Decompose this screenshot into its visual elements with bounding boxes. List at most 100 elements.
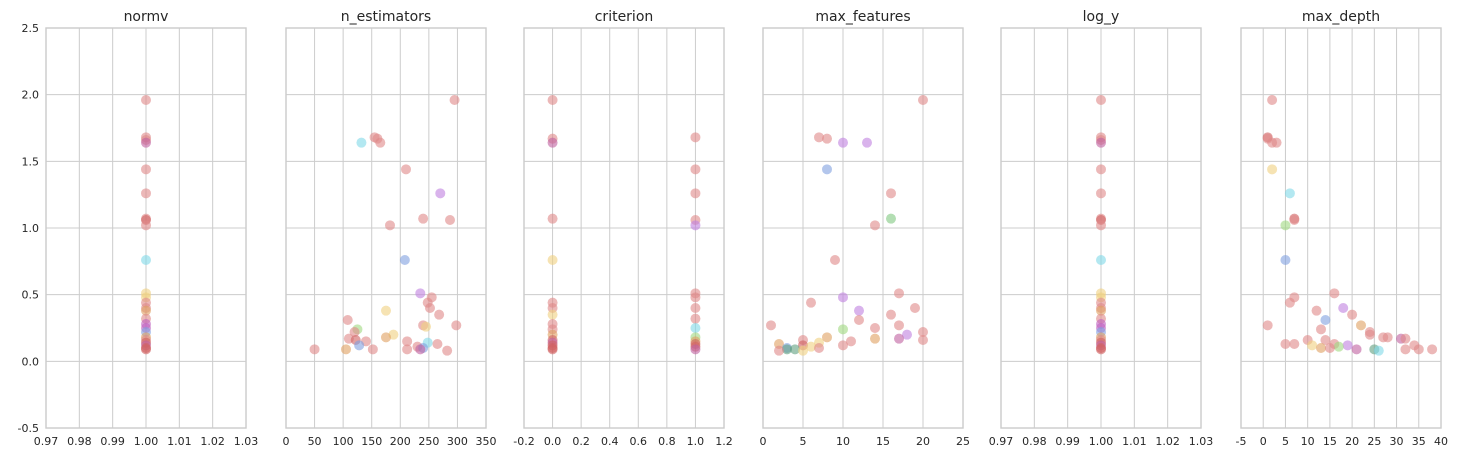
subplot-title: normv — [124, 9, 169, 25]
y-tick-label: 2.5 — [22, 22, 40, 35]
data-point — [141, 164, 151, 175]
data-point — [1307, 340, 1318, 351]
data-point — [870, 220, 880, 231]
data-point — [782, 344, 792, 355]
x-tick-label: 0 — [1260, 435, 1267, 448]
data-point — [421, 321, 431, 332]
data-point — [1267, 164, 1278, 175]
data-point — [1271, 137, 1282, 148]
x-tick-label: 20 — [1345, 435, 1359, 448]
x-tick-label: 300 — [447, 435, 468, 448]
x-tick-label: 30 — [1390, 435, 1404, 448]
data-point — [1427, 344, 1438, 355]
data-point — [886, 309, 896, 320]
x-tick-label: 0 — [760, 435, 767, 448]
data-point — [690, 313, 701, 324]
data-point — [449, 95, 460, 105]
data-point — [547, 255, 558, 265]
x-tick-label: 0.98 — [1022, 435, 1047, 448]
x-tick-label: 0.99 — [1055, 435, 1080, 448]
data-point — [141, 305, 151, 316]
data-point — [1324, 343, 1335, 353]
x-tick-label: 1.00 — [134, 435, 159, 448]
data-point — [435, 188, 446, 199]
data-point — [367, 344, 378, 355]
data-point — [854, 305, 864, 316]
data-point — [1400, 344, 1411, 355]
x-tick-label: 0.8 — [658, 435, 676, 448]
data-point — [341, 344, 351, 355]
x-tick-label: 350 — [476, 435, 497, 448]
data-point — [1413, 344, 1424, 355]
data-point — [822, 133, 832, 144]
data-point — [918, 335, 928, 345]
data-point — [870, 333, 880, 344]
data-point — [790, 344, 800, 355]
y-tick-label: 0.5 — [22, 289, 40, 302]
data-point — [774, 345, 784, 356]
x-tick-label: 15 — [876, 435, 890, 448]
data-point — [690, 344, 701, 355]
x-tick-label: 1.03 — [234, 435, 259, 448]
x-tick-label: 0.4 — [601, 435, 619, 448]
data-point — [415, 344, 426, 355]
y-tick-label: 1.0 — [22, 222, 40, 235]
x-tick-label: 1.00 — [1089, 435, 1114, 448]
x-tick-label: 5 — [1282, 435, 1289, 448]
x-tick-label: 150 — [361, 435, 382, 448]
data-point — [402, 344, 413, 355]
data-point — [1289, 215, 1300, 225]
plot-border — [1000, 27, 1202, 429]
data-point — [1338, 303, 1349, 313]
data-point — [1329, 288, 1340, 299]
data-point — [886, 188, 896, 199]
data-point — [1280, 255, 1291, 265]
data-point — [1284, 188, 1295, 199]
x-tick-label: 0.99 — [100, 435, 125, 448]
subplot-n_estimators: 0 50 100 150 200 250 300 350 n_estimators — [283, 9, 497, 448]
data-point — [862, 137, 872, 148]
x-tick-label: 1.01 — [1122, 435, 1147, 448]
plot-border — [762, 27, 964, 429]
x-tick-label: 50 — [308, 435, 322, 448]
data-point — [141, 220, 151, 231]
subplot-title: max_features — [815, 9, 910, 25]
data-point — [1333, 341, 1344, 352]
data-point — [806, 341, 816, 352]
data-point — [1316, 343, 1326, 353]
data-point — [690, 220, 701, 231]
data-point — [309, 344, 320, 355]
data-point — [432, 339, 443, 349]
x-tick-label: 0.6 — [630, 435, 648, 448]
data-point — [385, 220, 395, 231]
data-point — [415, 288, 426, 299]
x-tick-label: 40 — [1434, 435, 1448, 448]
data-point — [690, 188, 701, 199]
data-point — [1096, 255, 1106, 265]
data-point — [870, 323, 880, 333]
data-point — [690, 323, 701, 333]
data-point — [1096, 164, 1106, 175]
y-tick-label: 1.5 — [22, 155, 40, 168]
data-point — [838, 324, 848, 335]
x-tick-label: 0.2 — [572, 435, 590, 448]
y-tick-label: 0.0 — [22, 355, 40, 368]
data-point — [838, 137, 848, 148]
data-point — [402, 336, 413, 347]
data-point — [1262, 320, 1273, 331]
data-point — [806, 297, 816, 308]
x-tick-label: 5 — [800, 435, 807, 448]
subplot-title: max_depth — [1302, 9, 1380, 25]
x-tick-label: -0.2 — [513, 435, 534, 448]
data-point — [1378, 332, 1389, 343]
x-tick-label: 20 — [916, 435, 930, 448]
data-point — [1284, 297, 1295, 308]
x-tick-label: 0 — [283, 435, 290, 448]
data-point — [814, 343, 824, 353]
data-point — [445, 215, 455, 225]
data-point — [886, 213, 896, 224]
data-point — [1096, 305, 1106, 316]
y-tick-label: 2.0 — [22, 89, 40, 102]
x-tick-label: 1.02 — [200, 435, 225, 448]
